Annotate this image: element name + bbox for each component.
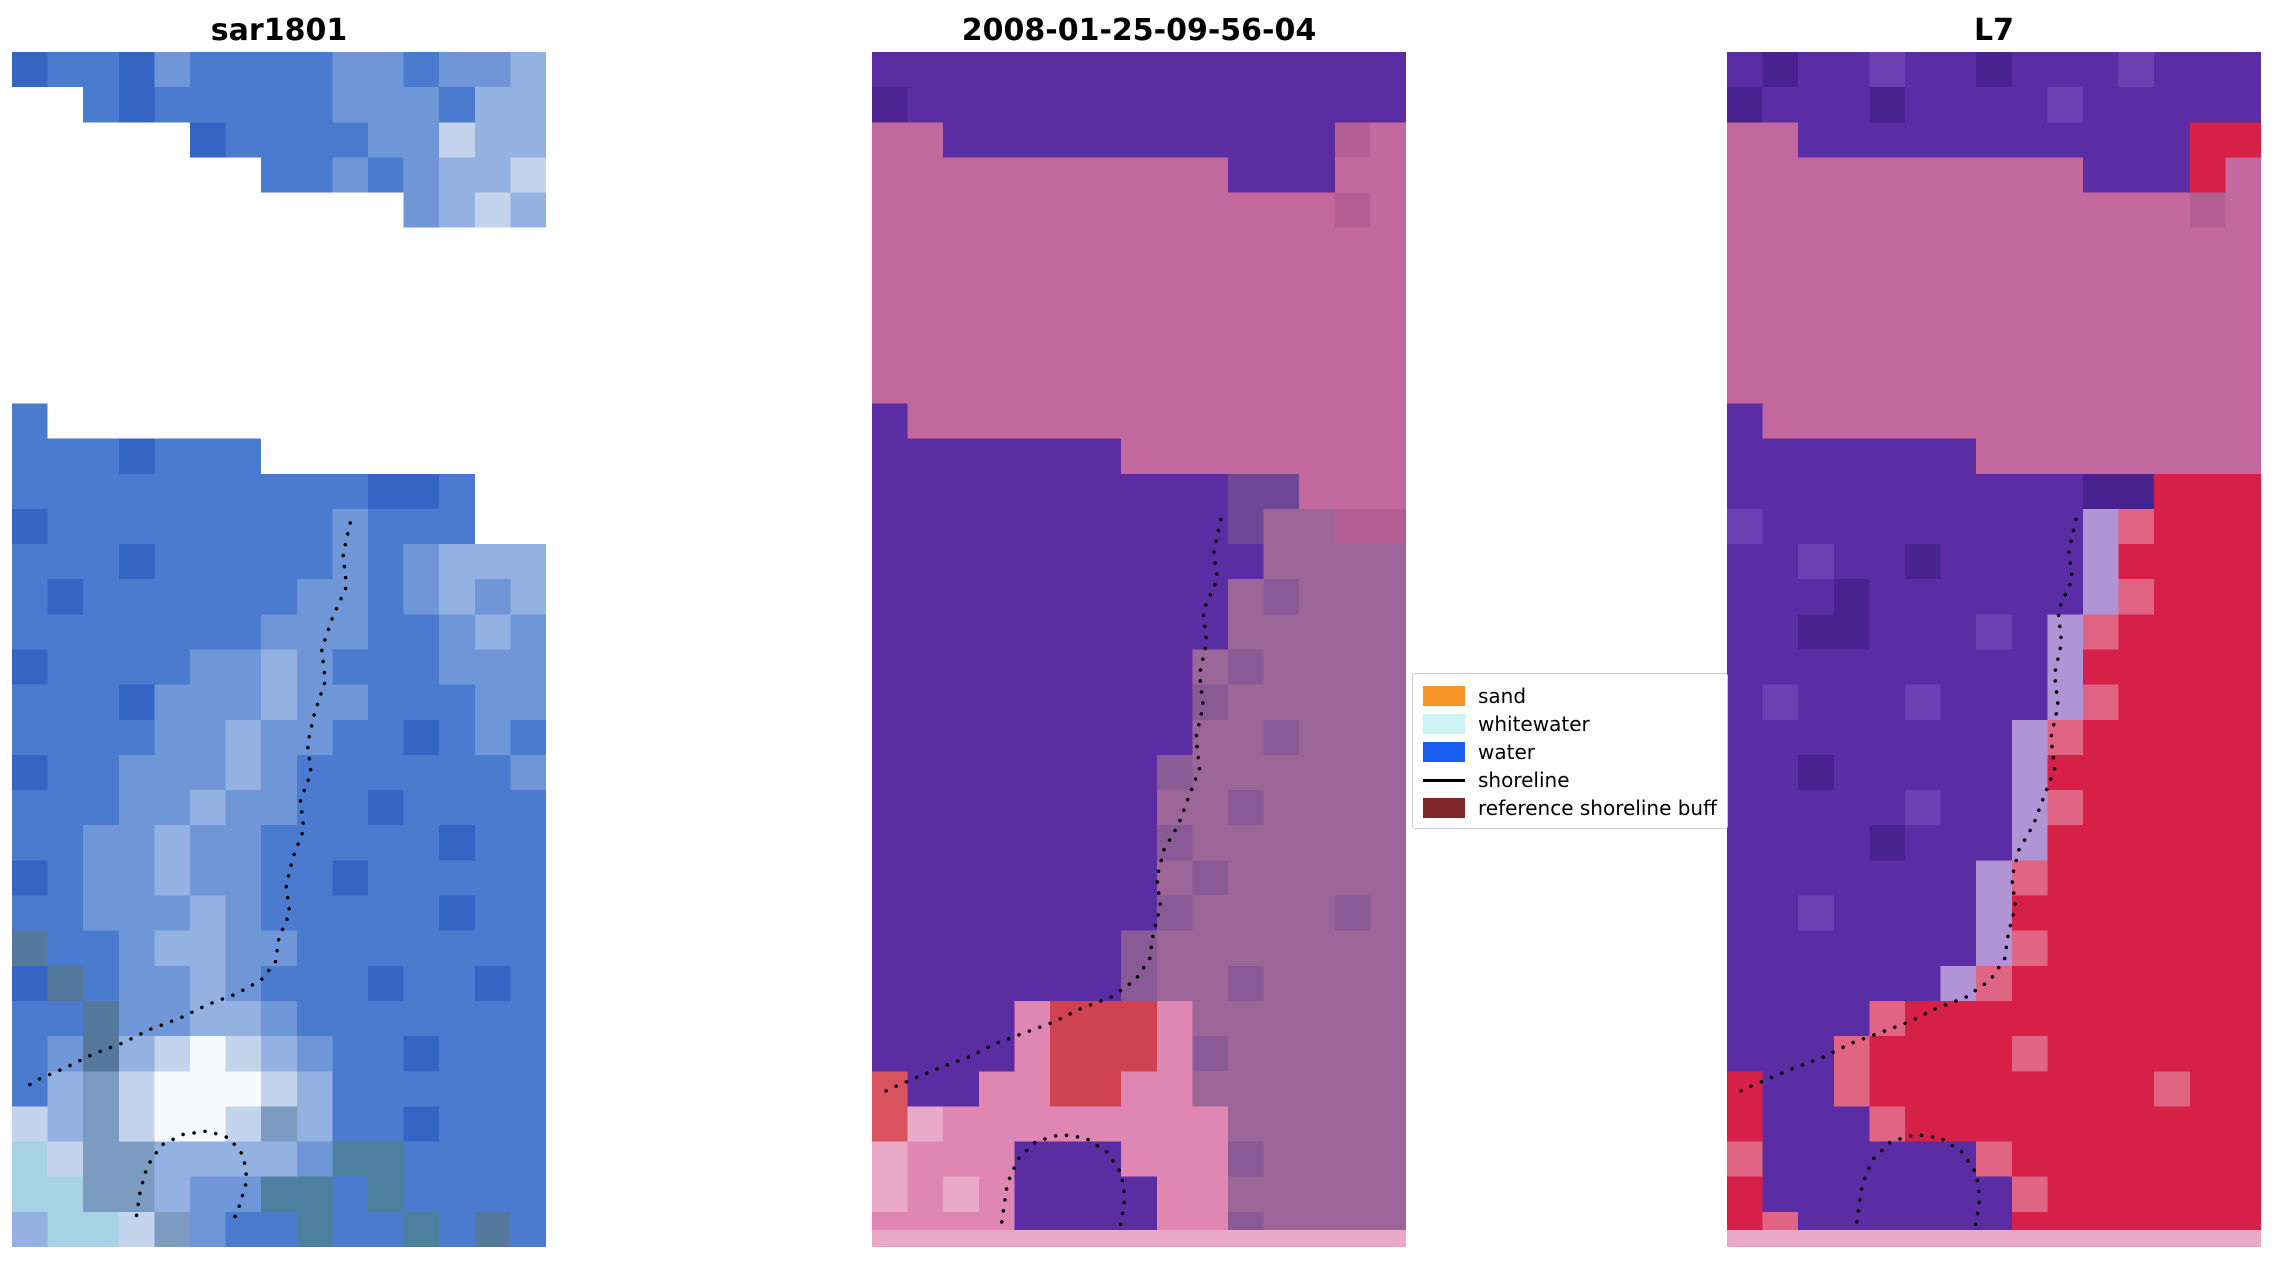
legend: sand whitewater water shoreline referenc…: [1412, 673, 1728, 829]
l7-image: [1727, 52, 2261, 1247]
classified-image: [872, 52, 1406, 1247]
legend-item-water: water: [1423, 738, 1727, 766]
legend-label-shoreline: shoreline: [1478, 768, 1570, 792]
panel-title-l7: L7: [1974, 13, 2014, 48]
legend-label-water: water: [1478, 740, 1535, 764]
bottom-strip: [872, 1230, 1406, 1247]
panel-title-date: 2008-01-25-09-56-04: [961, 13, 1317, 48]
panel-sar1801: [12, 52, 546, 1247]
bottom-strip: [1727, 1230, 2261, 1247]
panel-classified: [872, 52, 1406, 1247]
sar1801-image: [12, 52, 546, 1247]
reference-shoreline-buffer-swatch: [1423, 798, 1465, 818]
water-swatch: [1423, 742, 1465, 762]
whitewater-swatch: [1423, 714, 1465, 734]
panel-title-sar1801: sar1801: [210, 13, 348, 48]
shoreline-line-swatch: [1423, 778, 1465, 782]
legend-label-sand: sand: [1478, 684, 1527, 708]
legend-label-reference-shoreline-buffer: reference shoreline buff: [1478, 796, 1717, 820]
legend-item-sand: sand: [1423, 682, 1727, 710]
legend-item-shoreline: shoreline: [1423, 766, 1727, 794]
legend-label-whitewater: whitewater: [1478, 712, 1590, 736]
legend-item-whitewater: whitewater: [1423, 710, 1727, 738]
legend-item-reference-shoreline-buffer: reference shoreline buff: [1423, 794, 1727, 822]
sand-swatch: [1423, 686, 1465, 706]
panel-l7: [1727, 52, 2261, 1247]
